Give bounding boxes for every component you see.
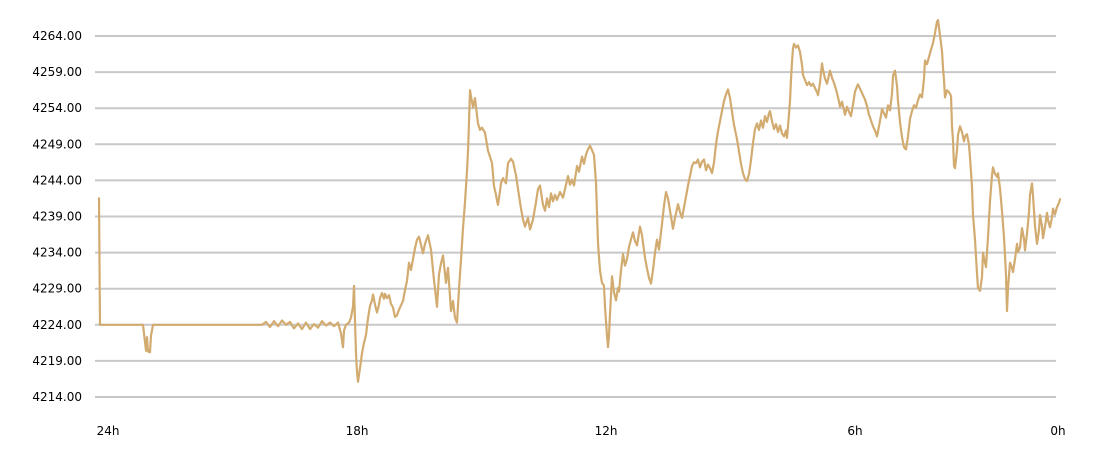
y-axis-label: 4224.00: [32, 318, 82, 332]
price-line: [97, 19, 1062, 383]
x-axis-label: 24h: [97, 424, 120, 438]
x-axis-label: 12h: [595, 424, 618, 438]
y-axis-label: 4219.00: [32, 354, 82, 368]
y-axis-label: 4214.00: [32, 390, 82, 404]
x-axis-label: 6h: [847, 424, 862, 438]
y-axis-label: 4264.00: [32, 29, 82, 43]
y-axis-label: 4244.00: [32, 173, 82, 187]
x-axis-label: 0h: [1050, 424, 1065, 438]
y-axis-label: 4259.00: [32, 65, 82, 79]
x-axis-label: 18h: [346, 424, 369, 438]
y-axis-label: 4249.00: [32, 137, 82, 151]
y-axis-label: 4239.00: [32, 210, 82, 224]
y-axis-label: 4229.00: [32, 282, 82, 296]
y-axis-label: 4254.00: [32, 101, 82, 115]
y-axis-label: 4234.00: [32, 246, 82, 260]
